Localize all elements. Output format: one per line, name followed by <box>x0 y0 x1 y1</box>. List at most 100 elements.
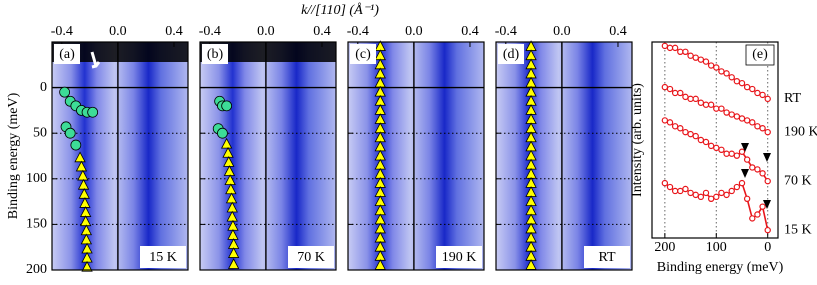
intensity-point <box>733 152 741 159</box>
band-point <box>87 106 99 118</box>
temperature-box <box>288 246 334 268</box>
intensity-point <box>759 170 766 177</box>
panel-label-box <box>54 44 80 64</box>
intensity-point <box>718 105 725 112</box>
band-point <box>81 260 93 272</box>
intensity-point <box>723 191 730 199</box>
intensity-point <box>759 203 766 210</box>
x-tick-label: 0.0 <box>405 24 423 39</box>
intensity-point <box>682 93 689 101</box>
band-point <box>227 228 239 240</box>
arpes-image <box>52 42 188 270</box>
intensity-point <box>728 74 735 81</box>
arpes-image <box>200 42 336 270</box>
temperature-box <box>140 246 186 268</box>
intensity-point <box>666 119 674 126</box>
x-axis-title: Binding energy (meV) <box>657 260 784 275</box>
peak-marker <box>763 200 771 209</box>
intensity-point <box>677 125 684 132</box>
intensity-point <box>707 142 715 150</box>
band-point <box>75 160 88 172</box>
intensity-point <box>749 164 756 171</box>
band-point <box>70 139 82 151</box>
intensity-point <box>682 48 689 56</box>
intensity-point <box>738 179 746 187</box>
temperature-label: 70 K <box>297 250 325 265</box>
intensity-point <box>759 91 766 99</box>
intensity-point <box>764 128 771 136</box>
band-point <box>223 165 236 176</box>
intensity-point <box>666 44 674 52</box>
intensity-point <box>764 177 771 185</box>
intensity-point <box>723 70 730 77</box>
intensity-point <box>692 95 699 103</box>
frame <box>495 41 633 271</box>
band-point <box>79 215 92 227</box>
arpes-image <box>348 42 484 270</box>
intensity-point <box>692 191 699 199</box>
frame <box>347 41 485 271</box>
intensity-point <box>754 123 761 130</box>
panel-label: (b) <box>207 47 224 62</box>
intensity-point <box>749 85 756 93</box>
x-tick-label: 0.4 <box>313 24 331 39</box>
intensity-point <box>764 226 771 234</box>
intensity-point <box>702 138 710 146</box>
annotations <box>90 51 771 209</box>
y-tick-label: 50 <box>33 125 47 140</box>
panel-label-box <box>498 44 524 64</box>
intensity-point <box>687 52 694 59</box>
intensity-point <box>738 115 746 122</box>
y-tick-label: 150 <box>26 217 47 232</box>
intensity-point <box>677 48 684 56</box>
y-tick-label: 0 <box>40 80 47 95</box>
intensity-point <box>743 117 751 124</box>
band-point <box>77 178 90 190</box>
x-tick-label: 0 <box>764 240 771 255</box>
intensity-point <box>661 117 669 124</box>
band-point <box>77 169 89 181</box>
intensity-point <box>697 56 705 63</box>
intensity-point <box>743 195 751 202</box>
intensity-point <box>764 95 771 103</box>
intensity-point <box>728 187 735 195</box>
peak-marker <box>763 153 771 162</box>
intensity-point <box>713 105 720 112</box>
intensity-point <box>666 85 674 93</box>
panel-label-box <box>350 44 376 64</box>
panel-label: (c) <box>355 47 371 62</box>
intensity-point <box>697 193 705 201</box>
band-point <box>226 210 238 222</box>
intensity-point <box>661 179 669 187</box>
panel-label-box <box>745 44 775 66</box>
temperature-box <box>436 246 482 268</box>
intensity-point <box>661 83 669 91</box>
intensity-point <box>749 215 756 222</box>
band-point <box>225 183 237 195</box>
curve-label: 70 K <box>784 173 812 188</box>
intensity-point <box>692 132 699 140</box>
band-point <box>79 197 91 208</box>
intensity-point <box>754 211 761 218</box>
band-point <box>78 187 90 199</box>
temperature-label: 190 K <box>442 250 477 265</box>
intensity-point <box>687 189 694 197</box>
y-tick-label: 200 <box>26 262 47 277</box>
frame <box>651 41 779 239</box>
band-point <box>223 156 235 167</box>
x-tick-label: -0.4 <box>51 24 73 39</box>
band-point <box>221 100 233 112</box>
intensity-point <box>743 156 751 163</box>
intensity-point <box>738 79 746 87</box>
intensity-point <box>671 123 679 130</box>
y-axis-title: Binding energy (meV) <box>6 92 21 219</box>
intensity-point <box>707 62 715 69</box>
y-axis-title: Intensity (arb. units) <box>630 83 645 197</box>
intensity-point <box>677 187 684 195</box>
intensity-point <box>718 146 725 153</box>
intensity-point <box>692 54 699 61</box>
intensity-point <box>728 150 735 157</box>
temperature-label: 15 K <box>149 250 177 265</box>
band-point <box>59 86 71 98</box>
